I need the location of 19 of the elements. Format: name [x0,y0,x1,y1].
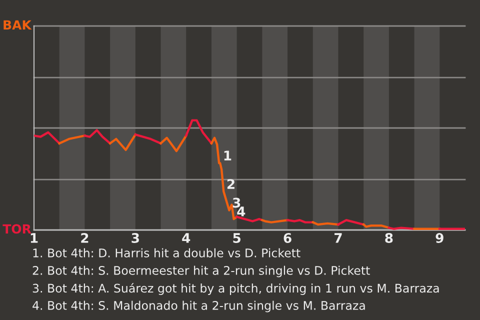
x-tick-label: 8 [385,233,393,243]
ref-line-label: TOR [2,224,32,234]
x-tick-label: 6 [284,233,292,243]
x-tick-label: 4 [182,233,190,243]
x-tick-label: 5 [233,233,240,243]
x-tick-label: 9 [436,233,444,243]
annotation: 2 [227,179,234,189]
text: 4. Bot 4th: S. Maldonado hit a 2-run single vs M. Barraza [32,300,365,312]
text: 2. Bot 4th: S. Boermeester hit a 2-run single vs D. Pickett [32,266,370,278]
annotation: 1 [224,150,232,160]
text: 3. Bot 4th: A. Suárez got hit by a pitch, driving in 1 run vs M. Barraza [32,283,439,295]
annotation: 3 [232,198,240,208]
x-tick-label: 2 [81,233,88,243]
x-tick-label: 7 [334,233,342,243]
text: 1. Bot 4th: D. Harris hit a double vs D. Pickett [33,248,300,258]
x-tick-label: 1 [30,233,38,243]
x-tick-label: 3 [132,233,139,243]
ref-line-label: BAK [4,20,32,30]
annotation: 4 [237,206,246,216]
